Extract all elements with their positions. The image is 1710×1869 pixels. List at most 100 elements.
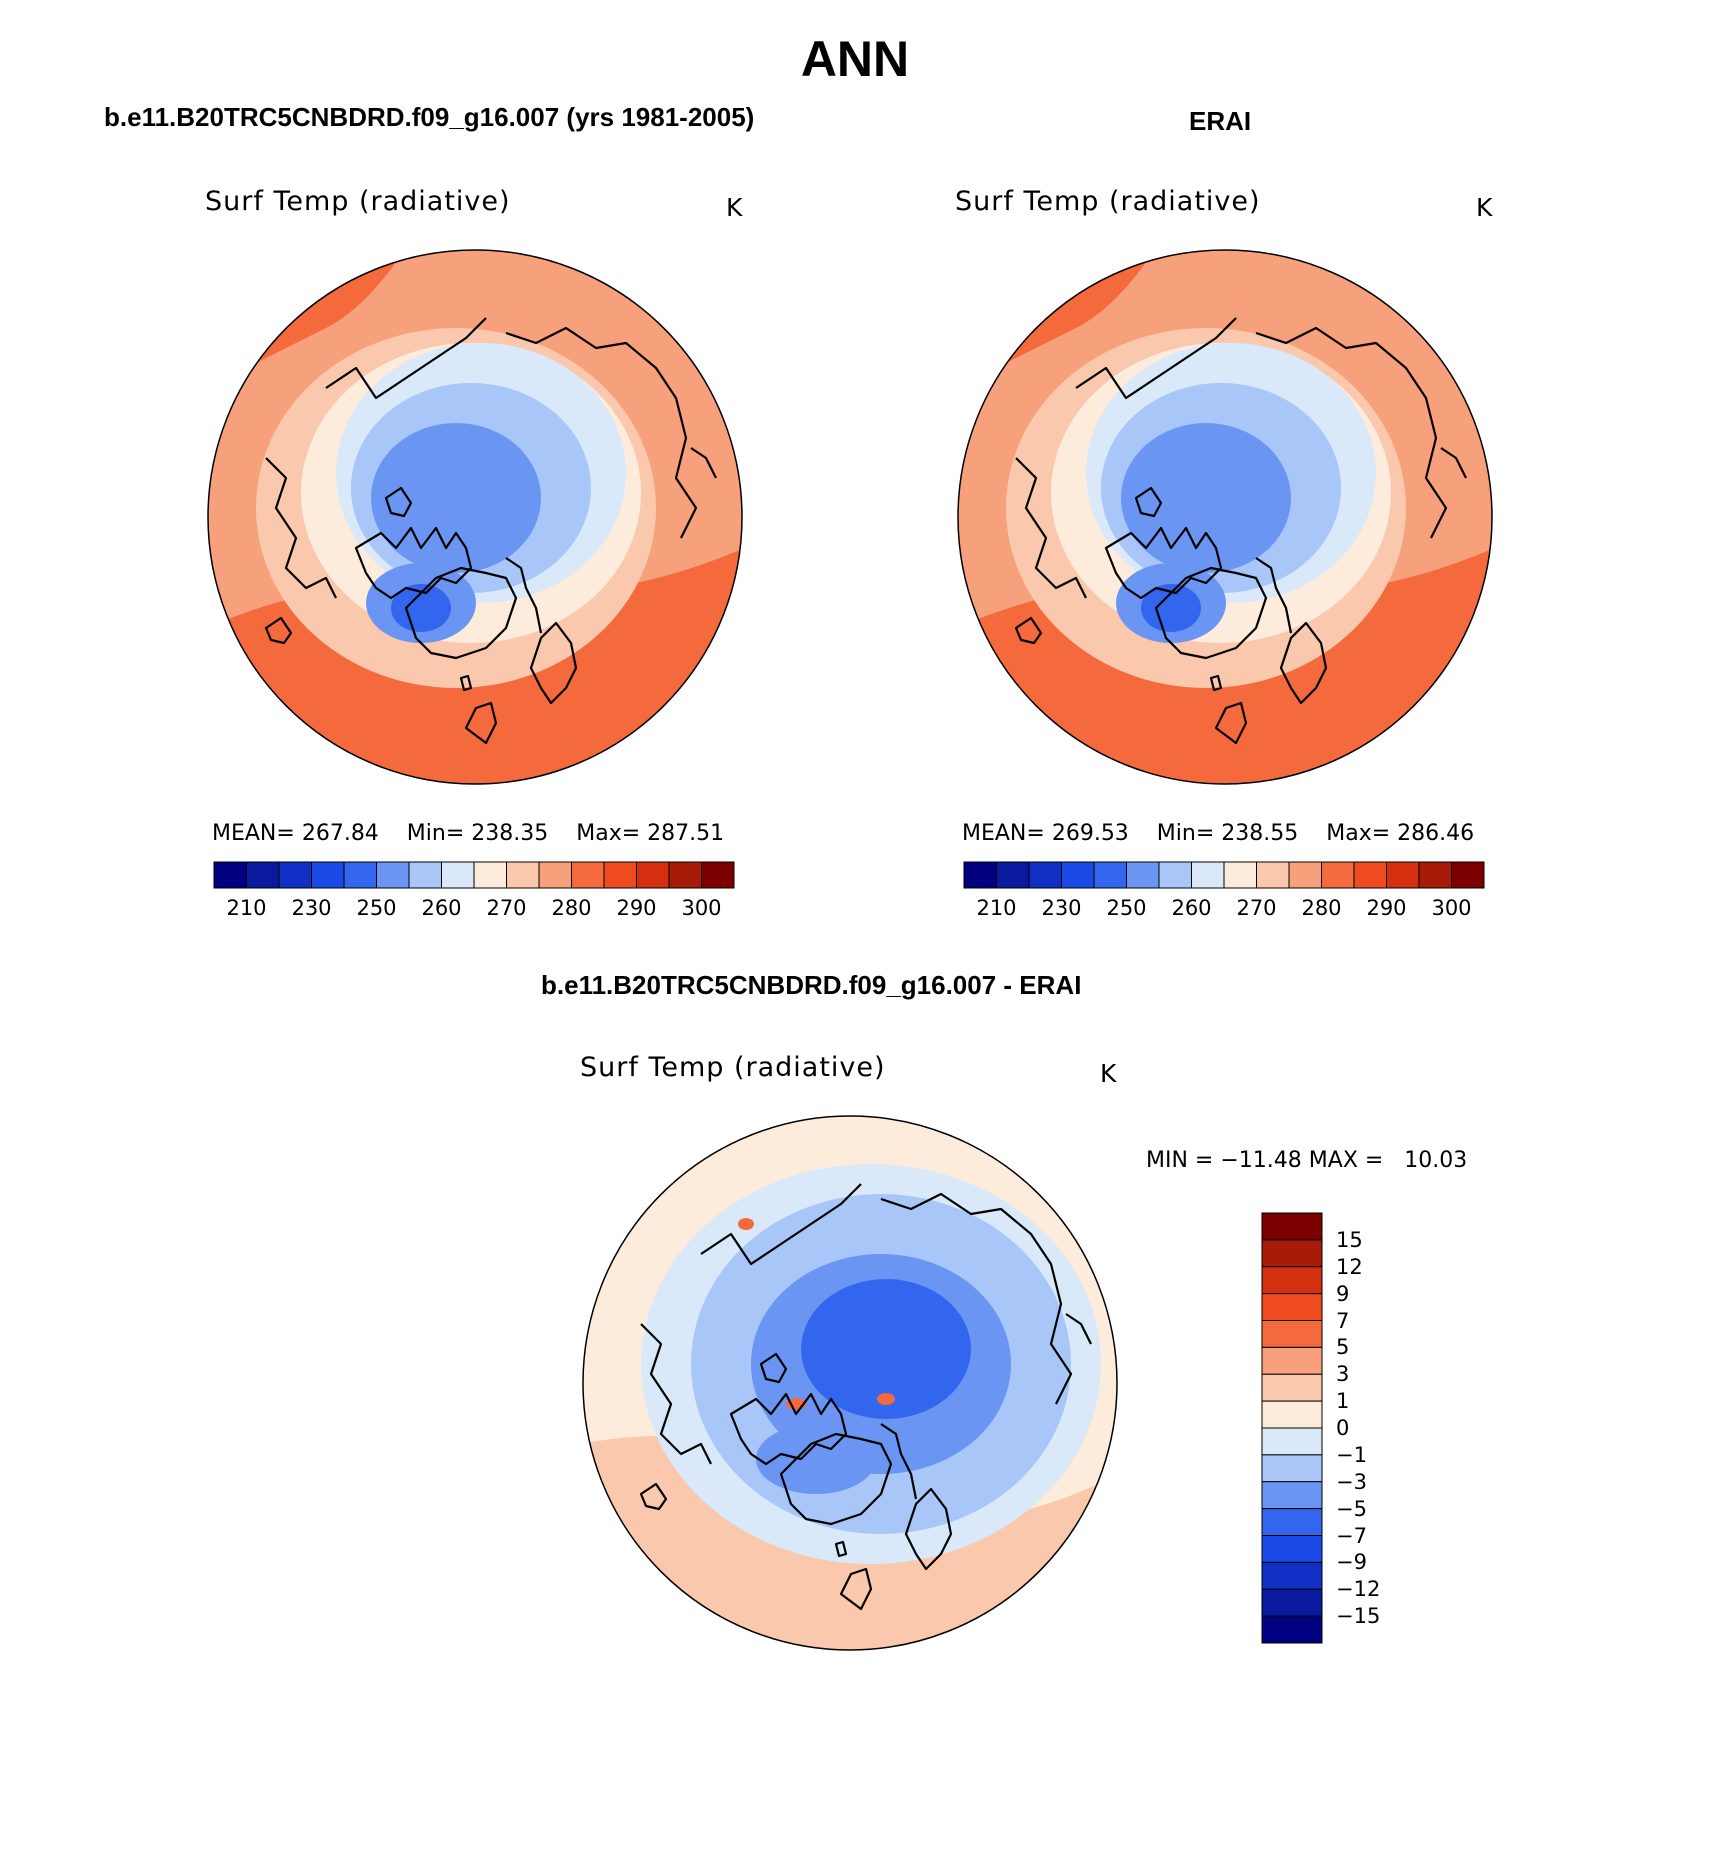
diff-map	[582, 1115, 1118, 1651]
diff-colorbar-tick-label: −9	[1336, 1550, 1367, 1575]
diff-case-title: b.e11.B20TRC5CNBDRD.f09_g16.007 - ERAI	[541, 970, 1082, 1000]
panel-1-coastline-10	[690, 447, 717, 479]
diff-colorbar-swatch-7	[1261, 1400, 1323, 1429]
diff-colorbar-swatch-11	[1261, 1508, 1323, 1536]
panel-2-colorbar-swatch-10	[1288, 861, 1322, 889]
diff-colorbar-ticks: 15 12 9 7 5 3 1 0 −1 −3 −5 −7 −9 −12 −15	[1336, 1213, 1416, 1643]
panel-1-colorbar-swatch-11	[571, 861, 605, 889]
diff-coastline-2	[640, 1323, 712, 1465]
diff-field-label: Surf Temp (radiative)	[580, 1052, 886, 1083]
panel-1-colorbar-swatch-3	[311, 861, 345, 889]
panel-1-coastline-3	[354, 526, 473, 600]
diff-greenland-cold	[756, 1424, 876, 1494]
panel-1-coastline-7	[459, 674, 473, 692]
panel-2-colorbar-swatch-3	[1061, 861, 1095, 889]
panel-2-coastline-3	[1104, 526, 1223, 600]
diff-colorbar-tick-label: 15	[1336, 1227, 1363, 1252]
diff-minmax: MIN = −11.48 MAX = 10.03	[1146, 1148, 1467, 1173]
panel-2-coastline-1	[1075, 317, 1237, 400]
diff-colorbar-swatch-6	[1261, 1373, 1323, 1402]
panel-2-coastline-9	[1014, 616, 1043, 645]
panel-1-coastline-9	[264, 616, 293, 645]
panel-2-max-value: 286.46	[1397, 821, 1475, 846]
panel-2-coastline-10	[1440, 447, 1467, 479]
diff-colorbar-tick-label: −1	[1336, 1442, 1367, 1467]
panel-2-colorbar-swatch-5	[1126, 861, 1160, 889]
diff-colorbar-swatch-9	[1261, 1454, 1323, 1483]
diff-warm-spot-3	[877, 1393, 895, 1405]
panel-1-arctic-core	[371, 423, 541, 573]
panel-1-colorbar-swatch-2	[278, 861, 312, 889]
panel-1-mean-value: 267.84	[301, 821, 379, 846]
panel-2-colorbar-tick-label: 260	[1171, 896, 1212, 920]
diff-warm-spot-2	[738, 1218, 754, 1230]
panel-1-field-label: Surf Temp (radiative)	[205, 186, 511, 217]
diff-min-value: −11.48	[1220, 1148, 1302, 1173]
panel-1-min-label: Min=	[406, 821, 465, 846]
panel-1-mean-label: MEAN=	[212, 821, 295, 846]
panel-1-stats: MEAN= 267.84 Min= 238.35 Max= 287.51	[212, 821, 724, 846]
diff-coastline-3	[729, 1392, 848, 1466]
panel-2-arctic-core	[1121, 423, 1291, 573]
panel-2-field-label: Surf Temp (radiative)	[955, 186, 1261, 217]
panel-1-colorbar-tick-label: 260	[421, 896, 462, 920]
panel-2-greenland-core	[1141, 584, 1201, 632]
diff-colorbar-swatch-13	[1261, 1561, 1323, 1590]
diff-colorbar-swatch-10	[1261, 1481, 1323, 1510]
panel-2-colorbar-swatch-11	[1321, 861, 1355, 889]
diff-colorbar-tick-label: 1	[1336, 1389, 1350, 1414]
panel-1-colorbar-swatch-14	[668, 861, 702, 889]
panel-1-colorbar-tick-label: 250	[356, 896, 397, 920]
diff-colorbar-tick-label: 0	[1336, 1416, 1350, 1440]
panel-2-colorbar-swatch-0	[963, 861, 997, 889]
diff-field	[583, 1116, 1117, 1650]
panel-1-colorbar-tick-label: 270	[486, 896, 527, 920]
panel-2-colorbar-tick-label: 290	[1366, 896, 1407, 920]
panel-2-max-label: Max=	[1326, 821, 1391, 846]
panel-2-mean-value: 269.53	[1051, 821, 1129, 846]
panel-1-coastline-6	[464, 701, 498, 745]
panel-2-colorbar-swatch-6	[1158, 861, 1192, 889]
diff-colorbar-swatch-12	[1261, 1535, 1323, 1563]
panel-2-colorbar-swatch-14	[1418, 861, 1452, 889]
panel-1-coastline-0	[505, 326, 698, 539]
diff-coastline-10	[1065, 1313, 1092, 1345]
panel-1-colorbar-swatch-9	[506, 861, 540, 889]
diff-coastline-7	[834, 1540, 848, 1558]
diff-colorbar-swatch-0	[1261, 1212, 1323, 1241]
panel-2-colorbar-swatch-4	[1093, 861, 1127, 889]
panel-2-coastline-7	[1209, 674, 1223, 692]
panel-1-min-value: 238.35	[471, 821, 549, 846]
panel-2-coastline-0	[1255, 326, 1448, 539]
panel-2-case-title: ERAI	[1189, 106, 1252, 136]
panel-2-colorbar-swatch-15	[1451, 861, 1485, 889]
diff-colorbar-swatch-15	[1261, 1615, 1323, 1644]
panel-1-colorbar-swatch-7	[441, 861, 475, 889]
diff-colorbar-tick-label: −3	[1336, 1469, 1367, 1494]
panel-1-colorbar-tick-label: 210	[226, 896, 267, 920]
diff-colorbar-tick-label: 12	[1336, 1254, 1363, 1279]
panel-2-coastline-2	[1015, 457, 1087, 599]
diff-colorbar-tick-label: 5	[1336, 1335, 1350, 1360]
panel-2-colorbar-swatch-9	[1256, 861, 1290, 889]
diff-map-boundary	[582, 1115, 1118, 1651]
panel-2-colorbar-tick-label: 210	[976, 896, 1017, 920]
panel-1-colorbar-ticks: 210 230 250 260 270 280 290 300	[214, 896, 734, 926]
panel-1-map-boundary	[207, 249, 743, 785]
panel-2-coastline-6	[1214, 701, 1248, 745]
diff-colorbar-swatch-5	[1261, 1346, 1323, 1375]
panel-1-units: K	[726, 193, 743, 222]
panel-1-colorbar-tick-label: 290	[616, 896, 657, 920]
diff-colorbar-tick-label: −5	[1336, 1496, 1367, 1521]
diff-colorbar-tick-label: 9	[1336, 1281, 1350, 1306]
panel-1-colorbar-swatch-8	[473, 861, 507, 889]
diff-colorbar-swatch-8	[1261, 1427, 1323, 1456]
panel-2-field	[958, 250, 1492, 784]
diff-coastline-8	[759, 1352, 788, 1384]
panel-1-max-label: Max=	[576, 821, 641, 846]
diff-colorbar-tick-label: −12	[1336, 1577, 1381, 1602]
panel-1-colorbar-swatch-0	[213, 861, 247, 889]
panel-1-coastline-4	[404, 566, 518, 660]
diff-coastline-0	[880, 1192, 1073, 1405]
panel-2-colorbar-tick-label: 230	[1041, 896, 1082, 920]
